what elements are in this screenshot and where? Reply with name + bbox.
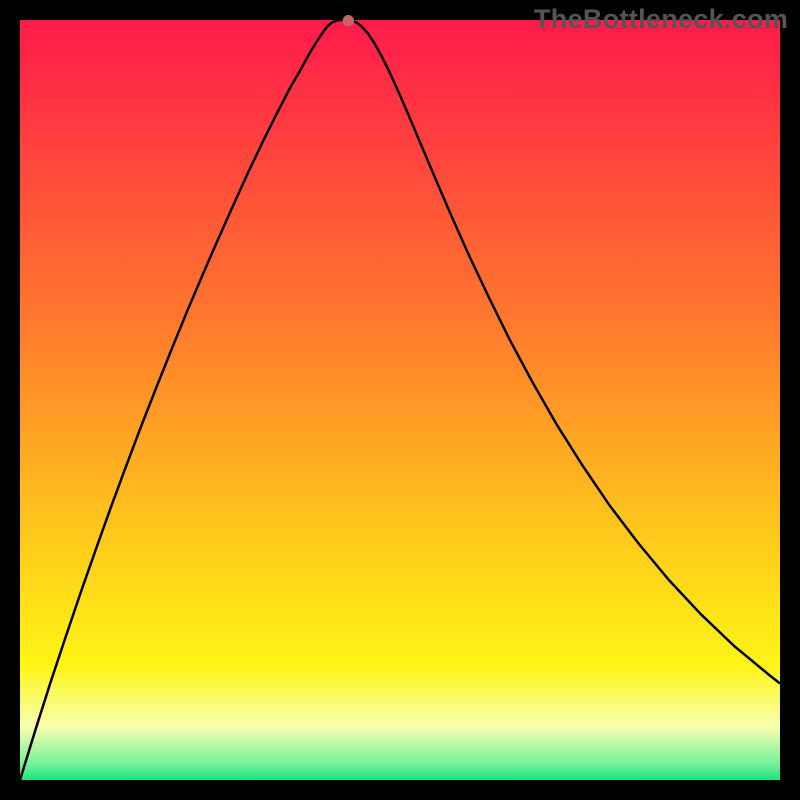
min-marker	[343, 15, 354, 26]
watermark-text: TheBottleneck.com	[534, 4, 788, 35]
plot-area	[20, 20, 780, 780]
bottleneck-curve	[20, 20, 780, 780]
chart-svg	[20, 20, 780, 780]
